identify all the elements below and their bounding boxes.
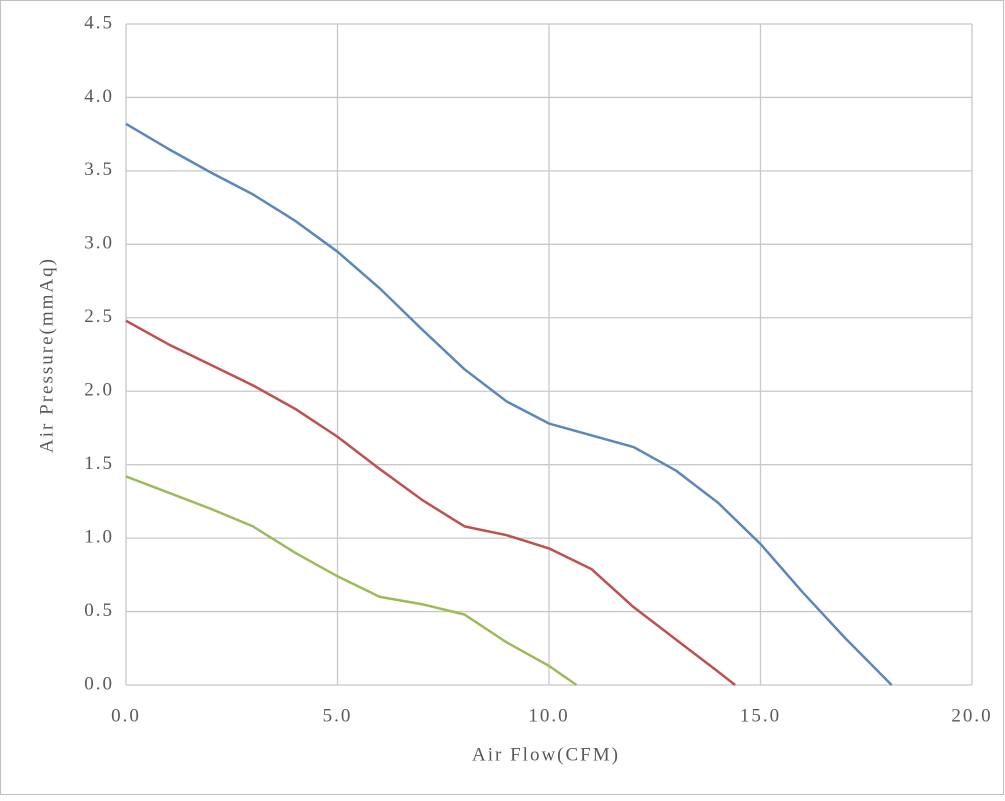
y-tick-label: 1.0	[84, 526, 114, 547]
x-tick-label: 10.0	[528, 705, 569, 726]
y-tick-label: 3.0	[84, 233, 114, 254]
y-tick-label: 0.0	[84, 673, 114, 694]
x-tick-label: 15.0	[740, 705, 781, 726]
x-tick-label: 20.0	[951, 705, 992, 726]
x-tick-label: 0.0	[111, 705, 141, 726]
y-tick-label: 4.0	[84, 86, 114, 107]
series-line	[125, 122, 893, 686]
y-tick-label: 0.5	[84, 600, 114, 621]
y-tick-label: 4.5	[84, 12, 114, 33]
series-line	[125, 475, 578, 687]
y-tick-label: 3.5	[84, 159, 114, 180]
y-axis-title: Air Pressure(mmAq)	[36, 257, 57, 453]
y-tick-label: 2.0	[84, 380, 114, 401]
series-line	[125, 319, 736, 686]
y-tick-label: 1.5	[84, 453, 114, 474]
x-axis-title: Air Flow(CFM)	[472, 744, 620, 765]
y-tick-label: 2.5	[84, 306, 114, 327]
x-tick-label: 5.0	[323, 705, 353, 726]
